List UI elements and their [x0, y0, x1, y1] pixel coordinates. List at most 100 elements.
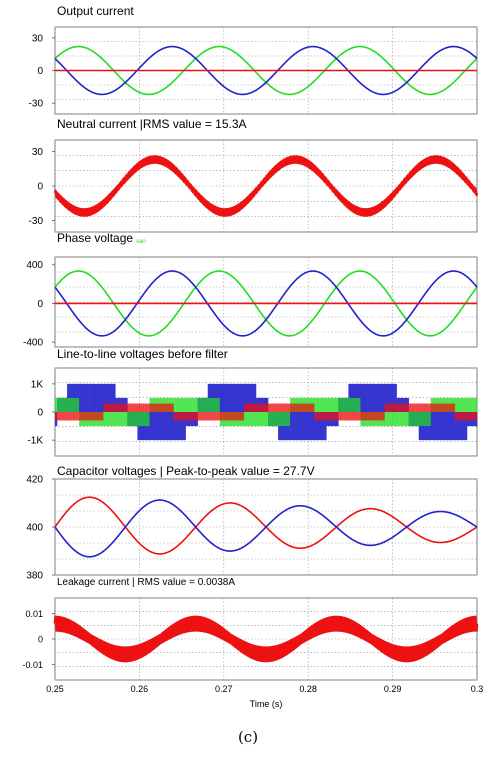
pwm-block	[147, 412, 150, 427]
pwm-block	[266, 412, 269, 427]
pwm-block	[434, 412, 438, 441]
pwm-block	[159, 403, 162, 412]
pwm-block	[456, 412, 460, 441]
pwm-block	[199, 412, 202, 421]
pwm-block	[93, 412, 96, 421]
pwm-block	[460, 412, 464, 421]
pwm-block	[183, 412, 186, 441]
pwm-block	[336, 412, 339, 421]
pwm-block	[432, 403, 436, 412]
pwm-block	[247, 383, 251, 412]
pwm-block	[402, 403, 405, 412]
pwm-block	[470, 397, 474, 412]
panel-title: Neutral current |RMS value = 15.3A	[57, 117, 247, 131]
pwm-block	[472, 397, 476, 412]
pwm-block	[318, 412, 321, 441]
pwm-block	[406, 403, 409, 412]
pwm-block	[426, 412, 430, 427]
pwm-block	[350, 412, 353, 421]
y-tick-label: 400	[26, 523, 43, 534]
pwm-block	[300, 403, 303, 412]
pwm-block	[392, 412, 395, 427]
pwm-block	[105, 403, 108, 412]
pwm-block	[239, 383, 243, 412]
pwm-block	[227, 412, 231, 421]
pwm-block	[336, 397, 339, 412]
pwm-block	[278, 403, 281, 412]
pwm-block	[272, 403, 275, 412]
pwm-block	[61, 397, 64, 412]
pwm-block	[324, 412, 327, 441]
pwm-block	[231, 412, 235, 421]
pwm-block	[296, 412, 299, 441]
pwm-block	[286, 403, 289, 412]
pwm-block	[442, 403, 446, 412]
pwm-block	[310, 412, 313, 441]
pwm-block	[312, 412, 315, 441]
pwm-block	[374, 412, 377, 421]
pwm-block	[468, 397, 472, 412]
pwm-block	[191, 397, 194, 412]
pwm-block	[179, 397, 182, 412]
pwm-block	[113, 383, 116, 412]
pwm-block	[145, 403, 148, 412]
pwm-block	[456, 397, 460, 412]
pwm-block	[316, 412, 319, 421]
pwm-block	[358, 383, 361, 412]
pwm-block	[270, 403, 273, 412]
pwm-block	[109, 383, 112, 412]
pwm-block	[187, 397, 190, 412]
pwm-block	[366, 412, 369, 421]
pwm-block	[394, 383, 397, 412]
pwm-block	[215, 383, 219, 412]
pwm-block	[245, 383, 249, 412]
pwm-block	[380, 412, 383, 421]
pwm-block	[446, 412, 450, 441]
y-tick-label: 420	[26, 475, 43, 486]
pwm-block	[59, 397, 62, 412]
pwm-block	[261, 403, 265, 412]
pwm-block	[123, 412, 126, 427]
pwm-block	[81, 412, 84, 421]
pwm-block	[181, 412, 184, 441]
pwm-block	[215, 397, 219, 412]
pwm-block	[237, 383, 241, 412]
pwm-block	[352, 383, 355, 412]
pwm-block	[346, 397, 349, 412]
pwm-block	[87, 412, 90, 421]
pwm-block	[151, 403, 154, 412]
pwm-block	[251, 412, 255, 427]
pwm-block	[195, 397, 198, 412]
pwm-block	[197, 397, 200, 412]
pwm-block	[157, 412, 160, 441]
pwm-block	[362, 383, 365, 412]
pwm-block	[396, 412, 399, 427]
pwm-block	[458, 412, 462, 441]
pwm-block	[312, 403, 315, 412]
pwm-block	[358, 412, 361, 421]
pwm-block	[113, 412, 116, 427]
pwm-block	[408, 403, 411, 412]
pwm-block	[95, 412, 98, 421]
pwm-block	[133, 412, 136, 427]
pwm-block	[235, 412, 239, 421]
pwm-block	[408, 412, 411, 427]
pwm-block	[165, 412, 168, 441]
pwm-block	[163, 412, 166, 441]
pwm-block	[464, 412, 468, 441]
pwm-block	[400, 412, 403, 427]
pwm-block	[97, 412, 100, 421]
pwm-block	[137, 412, 140, 427]
pwm-block	[215, 412, 219, 421]
pwm-block	[115, 412, 118, 427]
pwm-block	[65, 397, 68, 412]
pwm-block	[99, 412, 102, 421]
pwm-block	[77, 397, 80, 412]
series-line-red	[53, 155, 479, 217]
pwm-block	[165, 403, 168, 412]
pwm-block	[344, 412, 347, 421]
pwm-block	[394, 403, 397, 412]
pwm-block	[139, 403, 142, 412]
pwm-block	[117, 403, 120, 412]
pwm-block	[284, 403, 287, 412]
